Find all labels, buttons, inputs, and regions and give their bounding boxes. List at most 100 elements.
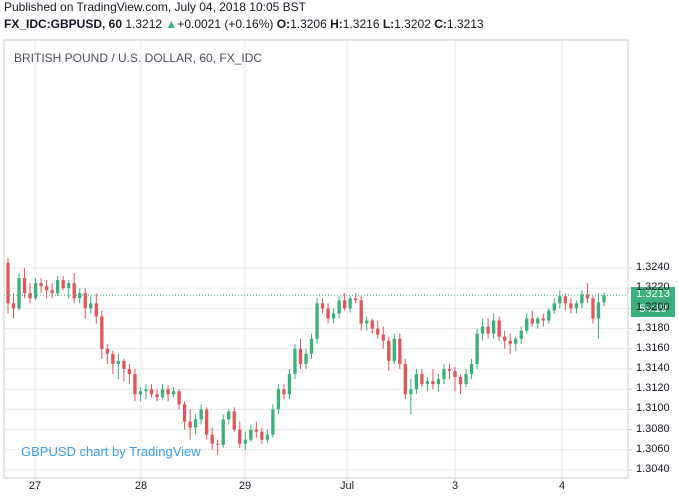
candle-body — [381, 334, 385, 341]
candle-body — [276, 389, 281, 410]
candle-body — [227, 411, 231, 420]
candle-body — [67, 283, 71, 289]
close-value: 1.3213 — [446, 17, 484, 31]
candle-body — [44, 286, 49, 291]
candle-body — [293, 348, 297, 375]
last-price: 1.3212 — [125, 17, 163, 31]
candle-body — [580, 294, 584, 304]
candle-body — [133, 374, 137, 395]
candle-body — [337, 300, 341, 314]
watermark-link[interactable]: GBPUSD chart by TradingView — [21, 444, 201, 459]
candle-body — [100, 316, 104, 349]
candle-body — [425, 381, 430, 385]
candle-body — [392, 338, 396, 361]
y-tick-label: 1.3220 — [636, 281, 670, 294]
candle-body — [326, 308, 330, 319]
candle-body — [83, 293, 87, 309]
candle-body — [464, 374, 468, 385]
candle-body — [166, 389, 170, 395]
candle-body — [563, 296, 568, 304]
candle-body — [122, 360, 126, 369]
candle-body — [458, 377, 463, 385]
candle-body — [89, 303, 93, 309]
candle-body — [78, 293, 82, 299]
candle-body — [193, 419, 198, 428]
candle-body — [149, 389, 154, 395]
candle-body — [238, 429, 242, 444]
candle-body — [370, 320, 374, 329]
candle-body — [94, 303, 98, 317]
candle-body — [72, 283, 76, 299]
x-tick-label: Jul — [339, 480, 355, 492]
candle-body — [282, 389, 286, 395]
y-tick-label: 1.3140 — [636, 362, 670, 374]
last-price-tag-value: 1.3213 — [636, 288, 670, 301]
low-value: 1.3202 — [394, 17, 431, 31]
candle-body — [22, 278, 27, 294]
candle-body — [525, 318, 529, 331]
candle-body — [138, 391, 143, 395]
y-tick-label: 1.3060 — [636, 442, 670, 455]
candle-body — [216, 443, 220, 445]
candle-body — [182, 404, 187, 422]
candle-body — [254, 429, 258, 432]
candle-body — [519, 330, 523, 339]
candle-body — [569, 303, 573, 309]
y-tick-label: 1.3040 — [636, 463, 670, 475]
candle-body — [155, 394, 159, 398]
candle-body — [536, 318, 540, 324]
candle-body — [61, 280, 65, 289]
candle-body — [260, 431, 264, 440]
candle-body — [56, 280, 60, 294]
candle-body — [6, 262, 10, 304]
candle-body — [585, 294, 590, 299]
candle-body — [552, 303, 556, 311]
y-tick-label: 1.3120 — [636, 382, 670, 395]
candle-body — [127, 369, 132, 375]
candle-body — [177, 391, 181, 405]
candle-body — [480, 326, 485, 334]
x-tick-label: 3 — [451, 480, 459, 492]
candle-body — [188, 421, 192, 428]
candle-body — [320, 303, 325, 309]
y-tick-label: 1.3180 — [636, 321, 670, 334]
candle-body — [205, 409, 209, 435]
candle-body — [442, 369, 446, 380]
candle-body — [436, 379, 441, 385]
candle-body — [354, 298, 358, 301]
candle-body — [547, 310, 551, 321]
candle-body — [111, 353, 115, 364]
open-value: 1.3206 — [290, 17, 327, 31]
candle-body — [342, 300, 347, 309]
candle-body — [403, 363, 407, 395]
candle-body — [287, 374, 292, 395]
candle-body — [265, 434, 270, 440]
x-tick-label: 4 — [558, 480, 566, 492]
candle-body — [365, 320, 369, 324]
candle-body — [475, 333, 479, 364]
candle-body — [221, 419, 225, 445]
candle-body — [199, 409, 203, 420]
candle-body — [508, 340, 512, 344]
candle-body — [596, 302, 601, 319]
candle-body — [309, 338, 314, 354]
bar-countdown: 54:19 — [639, 303, 667, 316]
open-label: O: — [276, 17, 291, 31]
candle-body — [298, 348, 303, 364]
candle-body — [503, 336, 507, 341]
x-tick-label: 29 — [238, 480, 252, 492]
candle-body — [453, 371, 457, 378]
candle-body — [376, 328, 380, 335]
candle-body — [398, 338, 402, 364]
candle-body — [331, 313, 336, 319]
chart-title: BRITISH POUND / U.S. DOLLAR, 60, FX_IDC — [14, 51, 263, 65]
candle-body — [210, 434, 214, 444]
high-label: H: — [330, 17, 343, 31]
y-tick-label: 1.3100 — [636, 402, 670, 415]
candle-body — [414, 374, 419, 390]
price-change: +0.0021 (+0.16%) — [177, 17, 274, 31]
candle-body — [232, 411, 236, 430]
candle-body — [271, 409, 275, 435]
candle-body — [304, 353, 308, 364]
